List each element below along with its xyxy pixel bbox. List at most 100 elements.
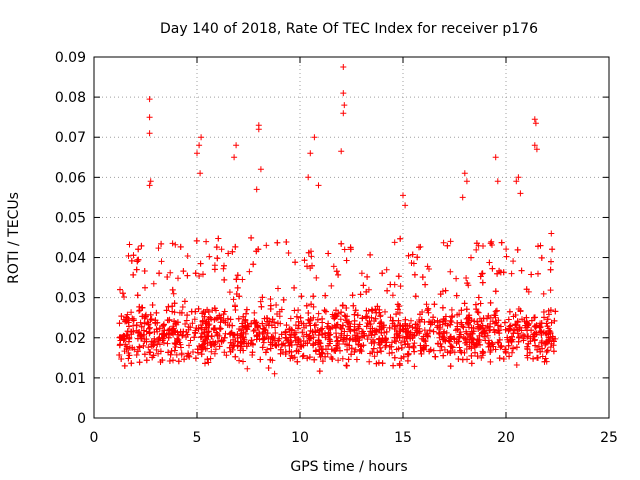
data-point (531, 314, 537, 321)
data-point (387, 314, 394, 321)
data-point (155, 245, 162, 252)
data-point (311, 134, 318, 141)
data-point (236, 357, 243, 364)
data-point (430, 328, 437, 335)
data-point (130, 322, 137, 329)
data-point (221, 334, 228, 341)
data-point (184, 312, 191, 319)
data-point (414, 254, 421, 261)
data-point (338, 332, 345, 339)
data-point (473, 246, 480, 253)
data-point (335, 357, 342, 364)
data-point (214, 331, 221, 338)
data-point (536, 324, 543, 331)
data-point (234, 272, 241, 279)
data-point (345, 356, 352, 363)
data-point (138, 304, 145, 311)
data-point (267, 345, 274, 352)
data-point (458, 307, 465, 314)
data-point (534, 346, 541, 353)
data-point (280, 296, 287, 303)
data-point (194, 150, 200, 157)
data-point (241, 340, 247, 347)
data-point (150, 352, 157, 359)
data-point (411, 363, 418, 370)
data-point (312, 321, 319, 328)
data-point (404, 357, 411, 364)
data-point (426, 266, 432, 272)
data-point (460, 324, 467, 331)
data-point (240, 358, 246, 365)
data-point (343, 305, 350, 311)
data-point (509, 349, 515, 356)
data-point (363, 288, 370, 295)
data-point (248, 234, 255, 241)
data-point (422, 281, 429, 288)
data-point (447, 238, 454, 245)
data-point (368, 340, 375, 347)
data-point (181, 356, 188, 363)
data-point (486, 259, 493, 266)
data-point (287, 315, 294, 322)
data-point (192, 355, 199, 362)
x-tick-label: 10 (291, 430, 309, 446)
data-point (264, 318, 271, 325)
data-point (265, 322, 272, 329)
data-point (126, 352, 133, 359)
data-point (510, 345, 516, 352)
data-point (344, 332, 351, 339)
x-tick-label: 15 (394, 430, 412, 446)
data-point (356, 348, 363, 354)
data-point (533, 146, 540, 153)
data-point (156, 325, 163, 332)
data-point (389, 292, 396, 299)
data-point (380, 324, 387, 331)
data-point (186, 353, 193, 360)
data-point (144, 319, 151, 326)
data-point (298, 343, 305, 350)
data-point (288, 326, 295, 333)
data-point (159, 323, 166, 330)
data-point (501, 319, 508, 326)
data-point (341, 246, 348, 253)
data-point (328, 282, 335, 289)
y-tick-label: 0.03 (55, 291, 86, 307)
data-point (321, 307, 328, 314)
data-point (234, 284, 241, 291)
data-point (431, 301, 438, 308)
data-point (361, 332, 368, 339)
data-point (211, 266, 218, 273)
data-point (464, 336, 471, 343)
data-point (451, 349, 458, 356)
data-point (295, 318, 302, 325)
data-point (183, 334, 189, 340)
data-point (282, 334, 289, 341)
data-point (463, 275, 470, 281)
data-point (386, 343, 393, 350)
data-point (513, 322, 520, 329)
data-point (430, 314, 437, 321)
data-point (205, 316, 212, 323)
data-point (137, 319, 144, 326)
data-point (298, 293, 305, 300)
data-point (384, 287, 391, 294)
data-point (500, 356, 507, 362)
data-point (528, 271, 535, 278)
data-point (333, 322, 340, 328)
data-point (301, 257, 308, 264)
data-point (455, 338, 462, 345)
data-point (506, 353, 513, 360)
data-point (259, 344, 266, 351)
data-point (128, 309, 135, 316)
data-point (221, 308, 228, 315)
data-point (319, 358, 326, 365)
data-point (118, 356, 125, 362)
data-point (438, 343, 445, 350)
data-point (479, 279, 486, 286)
data-point (248, 337, 255, 344)
y-tick-label: 0.07 (55, 130, 86, 146)
data-point (170, 290, 177, 297)
data-point (233, 291, 240, 297)
data-point (479, 348, 486, 355)
data-point (128, 360, 135, 367)
